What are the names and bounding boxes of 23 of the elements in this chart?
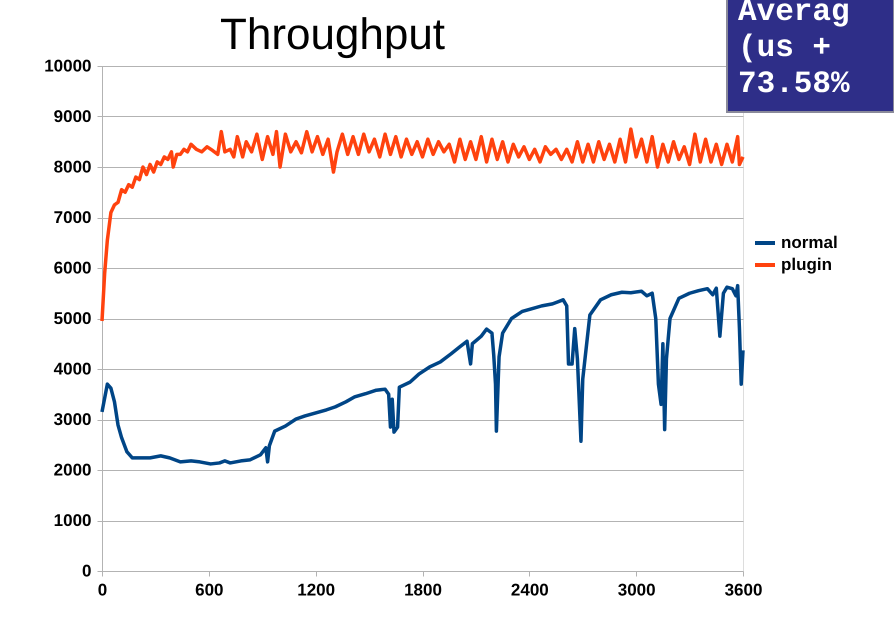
legend-label: plugin bbox=[781, 255, 832, 274]
line-series bbox=[100, 127, 745, 323]
x-tick-label: 0 bbox=[98, 580, 108, 600]
x-tick-label: 1200 bbox=[297, 580, 336, 600]
x-tick-label: 1800 bbox=[404, 580, 442, 600]
y-tick-label: 4000 bbox=[54, 360, 92, 378]
y-tick-label: 0 bbox=[82, 562, 92, 580]
x-tick-label: 3600 bbox=[724, 580, 762, 600]
line-series bbox=[100, 284, 745, 466]
x-tick-label: 3000 bbox=[618, 580, 656, 600]
y-tick-label: 2000 bbox=[54, 460, 92, 480]
y-tick-label: 5000 bbox=[54, 309, 92, 328]
y-tick-label: 7000 bbox=[54, 208, 92, 227]
x-tick-label: 600 bbox=[195, 580, 224, 600]
y-tick-label: 9000 bbox=[54, 107, 92, 126]
chart-title: Throughput bbox=[220, 10, 446, 59]
y-tick-label: 8000 bbox=[54, 158, 92, 176]
y-tick-label: 1000 bbox=[54, 511, 92, 530]
y-tick-label: 6000 bbox=[54, 258, 92, 278]
y-tick-label: 10000 bbox=[44, 56, 92, 76]
y-tick-label: 3000 bbox=[54, 410, 92, 429]
legend-label: normal bbox=[781, 233, 838, 252]
x-tick-label: 2400 bbox=[510, 580, 549, 600]
